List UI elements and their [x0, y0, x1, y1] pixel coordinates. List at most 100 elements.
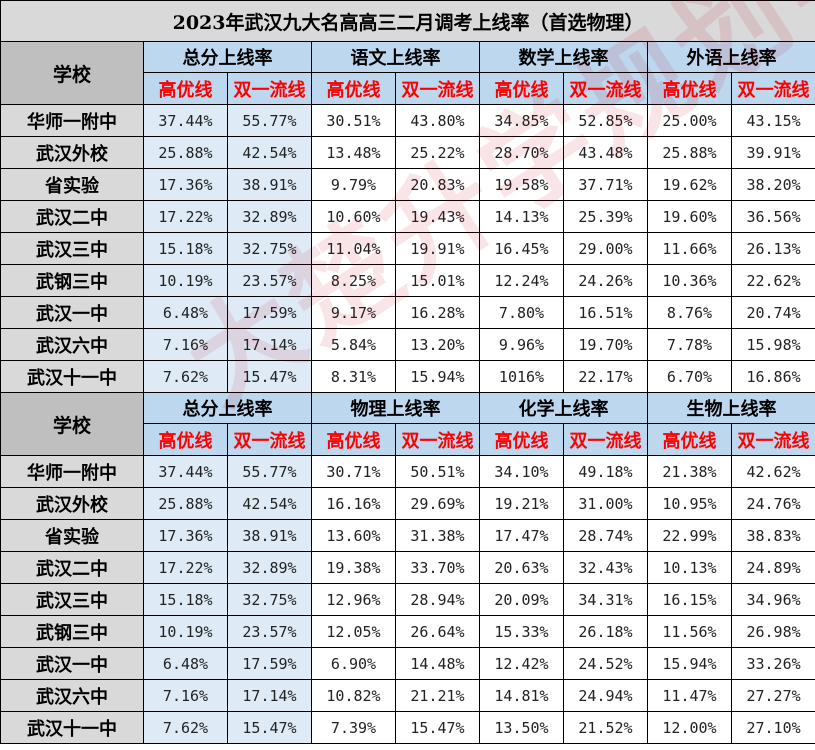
rate-cell: 32.75% [227, 583, 312, 616]
rate-cell: 28.94% [395, 583, 480, 616]
table-row: 武汉六中 7.16% 17.14% 5.84% 13.20% 9.96% 19.70% 7.7… [0, 328, 815, 361]
line-type-header: 双一流线 [395, 72, 480, 105]
table-row: 省实验 17.36% 38.91% 9.79% 20.83% 19.58% 37.71% 19… [0, 168, 815, 201]
sub-header-row: 高优线 双一流线 高优线 双一流线 高优线 双一流线 高优线 双一流线 [1, 72, 815, 105]
rate-cell: 29.69% [395, 487, 480, 520]
rate-cell: 16.51% [563, 296, 648, 329]
rate-cell: 19.21% [479, 487, 564, 520]
rate-cell: 21.21% [395, 679, 480, 712]
group-header: 数学上线率 [479, 41, 648, 73]
rate-cell: 12.42% [479, 647, 564, 680]
table-row: 武汉外校 25.88% 42.54% 16.16% 29.69% 19.21% 31.00%… [0, 487, 815, 520]
rate-cell: 36.56% [730, 200, 815, 233]
group-header: 生物上线率 [646, 392, 815, 424]
school-name-cell: 武汉三中 [0, 583, 144, 616]
line-type-header: 双一流线 [730, 72, 815, 105]
rate-cell: 7.16% [143, 328, 228, 361]
line-type-header: 高优线 [311, 72, 396, 105]
rate-cell: 34.85% [479, 104, 564, 137]
rate-cell: 23.57% [227, 264, 312, 297]
rate-cell: 19.38% [311, 551, 396, 584]
school-name-cell: 华师一附中 [0, 104, 144, 137]
group-header: 总分上线率 [143, 41, 312, 73]
school-column-header: 学校 [0, 41, 144, 105]
rate-cell: 39.91% [730, 136, 815, 169]
line-type-header: 高优线 [143, 72, 228, 105]
table-row: 武汉六中 7.16% 17.14% 10.82% 21.21% 14.81% 24.94% 1… [0, 679, 815, 712]
rate-cell: 7.39% [311, 711, 396, 744]
sub-header-row: 高优线 双一流线 高优线 双一流线 高优线 双一流线 高优线 双一流线 [1, 423, 815, 456]
rate-cell: 7.80% [479, 296, 564, 329]
line-type-header: 双一流线 [227, 423, 312, 456]
rate-cell: 30.51% [311, 104, 396, 137]
rate-cell: 15.47% [227, 711, 312, 744]
rate-cell: 22.99% [647, 519, 732, 552]
rate-cell: 21.38% [647, 455, 732, 488]
rate-cell: 17.14% [227, 328, 312, 361]
rate-cell: 10.36% [647, 264, 732, 297]
school-name-cell: 武钢三中 [0, 264, 144, 297]
rate-cell: 25.22% [395, 136, 480, 169]
line-type-header: 高优线 [647, 423, 732, 456]
rate-cell: 16.15% [647, 583, 732, 616]
rate-cell: 12.00% [647, 711, 732, 744]
rate-cell: 26.64% [395, 615, 480, 648]
rate-cell: 17.59% [227, 296, 312, 329]
rate-cell: 15.47% [395, 711, 480, 744]
rate-cell: 17.36% [143, 168, 228, 201]
rate-cell: 12.96% [311, 583, 396, 616]
rate-cell: 38.20% [730, 168, 815, 201]
rate-cell: 16.86% [730, 360, 815, 393]
school-name-cell: 武汉六中 [0, 679, 144, 712]
rate-cell: 31.00% [563, 487, 648, 520]
rate-cell: 10.82% [311, 679, 396, 712]
school-column-header: 学校 [0, 392, 144, 456]
rate-cell: 34.96% [730, 583, 815, 616]
school-name-cell: 省实验 [0, 168, 144, 201]
rate-cell: 27.10% [730, 711, 815, 744]
rate-cell: 32.75% [227, 232, 312, 265]
rate-cell: 24.52% [563, 647, 648, 680]
rate-cell: 25.00% [647, 104, 732, 137]
rate-cell: 25.88% [647, 136, 732, 169]
rate-cell: 12.24% [479, 264, 564, 297]
rate-cell: 9.96% [479, 328, 564, 361]
rate-cell: 24.26% [563, 264, 648, 297]
rate-cell: 20.63% [479, 551, 564, 584]
rate-cell: 7.16% [143, 679, 228, 712]
rate-cell: 8.31% [311, 360, 396, 393]
rate-cell: 20.83% [395, 168, 480, 201]
rate-cell: 9.17% [311, 296, 396, 329]
rate-cell: 1016% [479, 360, 564, 393]
table-row: 武汉一中 6.48% 17.59% 6.90% 14.48% 12.42% 24.52% 15… [0, 647, 815, 680]
rate-cell: 11.56% [647, 615, 732, 648]
line-type-header: 高优线 [143, 423, 228, 456]
rate-cell: 34.10% [479, 455, 564, 488]
rate-cell: 33.70% [395, 551, 480, 584]
rate-cell: 7.78% [647, 328, 732, 361]
rate-cell: 50.51% [395, 455, 480, 488]
rate-cell: 7.62% [143, 711, 228, 744]
rate-cell: 19.91% [395, 232, 480, 265]
school-name-cell: 武钢三中 [0, 615, 144, 648]
school-name-cell: 武汉外校 [0, 487, 144, 520]
rate-cell: 17.22% [143, 200, 228, 233]
group-header: 总分上线率 [143, 392, 312, 424]
rate-cell: 7.62% [143, 360, 228, 393]
rate-cell: 32.89% [227, 200, 312, 233]
rate-cell: 8.76% [647, 296, 732, 329]
table-row: 武汉一中 6.48% 17.59% 9.17% 16.28% 7.80% 16.51% 8.7… [0, 296, 815, 329]
group-header: 语文上线率 [311, 41, 480, 73]
rate-cell: 26.98% [730, 615, 815, 648]
rate-cell: 6.48% [143, 647, 228, 680]
rate-cell: 42.54% [227, 487, 312, 520]
rate-cell: 10.19% [143, 264, 228, 297]
school-name-cell: 省实验 [0, 519, 144, 552]
rate-cell: 11.04% [311, 232, 396, 265]
rate-cell: 22.17% [563, 360, 648, 393]
rate-cell: 6.48% [143, 296, 228, 329]
rate-cell: 43.15% [730, 104, 815, 137]
school-name-cell: 武汉一中 [0, 647, 144, 680]
line-type-header: 双一流线 [563, 423, 648, 456]
